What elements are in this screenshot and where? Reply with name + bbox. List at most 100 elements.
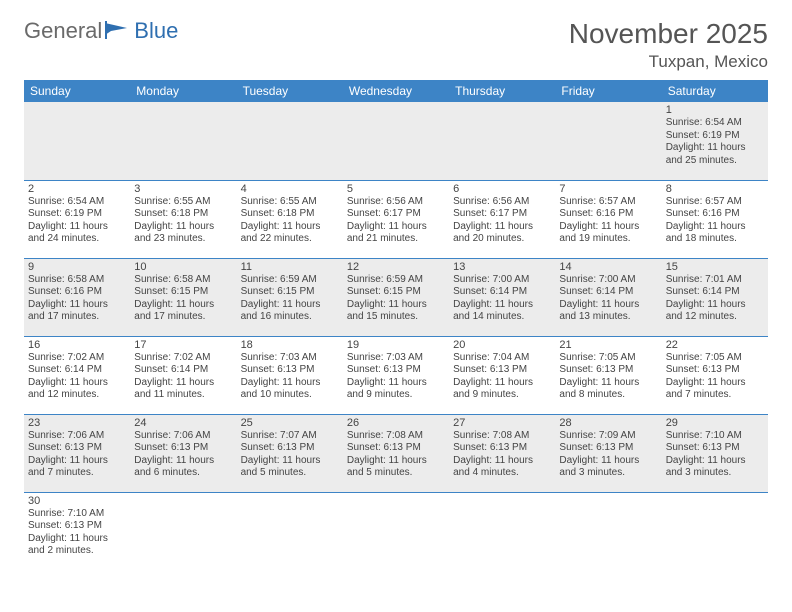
day-info: Sunrise: 7:00 AMSunset: 6:14 PMDaylight:… <box>453 274 551 324</box>
sunrise-text: Sunrise: 6:56 AM <box>347 196 445 209</box>
location: Tuxpan, Mexico <box>569 52 768 72</box>
daylight-text: Daylight: 11 hours and 21 minutes. <box>347 221 445 246</box>
month-title: November 2025 <box>569 18 768 50</box>
sunset-text: Sunset: 6:13 PM <box>453 364 551 377</box>
day-cell: 18Sunrise: 7:03 AMSunset: 6:13 PMDayligh… <box>237 336 343 414</box>
day-cell <box>130 492 236 570</box>
day-cell <box>130 102 236 180</box>
day-number: 18 <box>241 339 339 351</box>
dh-fri: Friday <box>555 80 661 102</box>
daylight-text: Daylight: 11 hours and 9 minutes. <box>347 377 445 402</box>
day-number: 6 <box>453 183 551 195</box>
sunset-text: Sunset: 6:19 PM <box>28 208 126 221</box>
sunrise-text: Sunrise: 7:10 AM <box>666 430 764 443</box>
day-cell: 1Sunrise: 6:54 AMSunset: 6:19 PMDaylight… <box>662 102 768 180</box>
day-cell: 16Sunrise: 7:02 AMSunset: 6:14 PMDayligh… <box>24 336 130 414</box>
sunrise-text: Sunrise: 6:57 AM <box>559 196 657 209</box>
day-number: 26 <box>347 417 445 429</box>
day-cell <box>24 102 130 180</box>
day-number: 1 <box>666 104 764 116</box>
day-cell <box>662 492 768 570</box>
day-cell: 15Sunrise: 7:01 AMSunset: 6:14 PMDayligh… <box>662 258 768 336</box>
dh-mon: Monday <box>130 80 236 102</box>
day-cell: 12Sunrise: 6:59 AMSunset: 6:15 PMDayligh… <box>343 258 449 336</box>
sunrise-text: Sunrise: 6:58 AM <box>28 274 126 287</box>
sunrise-text: Sunrise: 6:56 AM <box>453 196 551 209</box>
day-cell <box>343 102 449 180</box>
day-number: 23 <box>28 417 126 429</box>
daylight-text: Daylight: 11 hours and 19 minutes. <box>559 221 657 246</box>
day-number: 21 <box>559 339 657 351</box>
sunset-text: Sunset: 6:13 PM <box>241 364 339 377</box>
day-cell: 17Sunrise: 7:02 AMSunset: 6:14 PMDayligh… <box>130 336 236 414</box>
day-info: Sunrise: 7:08 AMSunset: 6:13 PMDaylight:… <box>347 430 445 480</box>
day-cell: 4Sunrise: 6:55 AMSunset: 6:18 PMDaylight… <box>237 180 343 258</box>
sunrise-text: Sunrise: 7:00 AM <box>453 274 551 287</box>
day-number: 14 <box>559 261 657 273</box>
day-info: Sunrise: 6:54 AMSunset: 6:19 PMDaylight:… <box>666 117 764 167</box>
day-number: 27 <box>453 417 551 429</box>
week-row: 23Sunrise: 7:06 AMSunset: 6:13 PMDayligh… <box>24 414 768 492</box>
sunrise-text: Sunrise: 7:02 AM <box>134 352 232 365</box>
sunrise-text: Sunrise: 6:55 AM <box>134 196 232 209</box>
sunset-text: Sunset: 6:16 PM <box>666 208 764 221</box>
logo-text-1: General <box>24 18 102 44</box>
day-cell: 28Sunrise: 7:09 AMSunset: 6:13 PMDayligh… <box>555 414 661 492</box>
day-info: Sunrise: 7:05 AMSunset: 6:13 PMDaylight:… <box>666 352 764 402</box>
daylight-text: Daylight: 11 hours and 24 minutes. <box>28 221 126 246</box>
day-number: 15 <box>666 261 764 273</box>
day-number: 11 <box>241 261 339 273</box>
sunrise-text: Sunrise: 7:02 AM <box>28 352 126 365</box>
daylight-text: Daylight: 11 hours and 9 minutes. <box>453 377 551 402</box>
daylight-text: Daylight: 11 hours and 4 minutes. <box>453 455 551 480</box>
daylight-text: Daylight: 11 hours and 10 minutes. <box>241 377 339 402</box>
sunrise-text: Sunrise: 6:59 AM <box>241 274 339 287</box>
daylight-text: Daylight: 11 hours and 3 minutes. <box>559 455 657 480</box>
daylight-text: Daylight: 11 hours and 12 minutes. <box>666 299 764 324</box>
sunset-text: Sunset: 6:14 PM <box>666 286 764 299</box>
week-row: 9Sunrise: 6:58 AMSunset: 6:16 PMDaylight… <box>24 258 768 336</box>
sunset-text: Sunset: 6:14 PM <box>559 286 657 299</box>
sunrise-text: Sunrise: 7:10 AM <box>28 508 126 521</box>
sunrise-text: Sunrise: 7:04 AM <box>453 352 551 365</box>
day-info: Sunrise: 7:03 AMSunset: 6:13 PMDaylight:… <box>347 352 445 402</box>
day-number: 13 <box>453 261 551 273</box>
day-info: Sunrise: 6:59 AMSunset: 6:15 PMDaylight:… <box>241 274 339 324</box>
daylight-text: Daylight: 11 hours and 13 minutes. <box>559 299 657 324</box>
daylight-text: Daylight: 11 hours and 18 minutes. <box>666 221 764 246</box>
title-block: November 2025 Tuxpan, Mexico <box>569 18 768 72</box>
day-cell: 21Sunrise: 7:05 AMSunset: 6:13 PMDayligh… <box>555 336 661 414</box>
day-number: 28 <box>559 417 657 429</box>
daylight-text: Daylight: 11 hours and 5 minutes. <box>347 455 445 480</box>
sunrise-text: Sunrise: 7:06 AM <box>28 430 126 443</box>
day-cell: 6Sunrise: 6:56 AMSunset: 6:17 PMDaylight… <box>449 180 555 258</box>
day-cell <box>449 492 555 570</box>
day-number: 10 <box>134 261 232 273</box>
week-row: 2Sunrise: 6:54 AMSunset: 6:19 PMDaylight… <box>24 180 768 258</box>
day-number: 19 <box>347 339 445 351</box>
sunrise-text: Sunrise: 6:54 AM <box>28 196 126 209</box>
sunrise-text: Sunrise: 7:08 AM <box>347 430 445 443</box>
day-cell: 14Sunrise: 7:00 AMSunset: 6:14 PMDayligh… <box>555 258 661 336</box>
day-info: Sunrise: 6:57 AMSunset: 6:16 PMDaylight:… <box>559 196 657 246</box>
day-number: 8 <box>666 183 764 195</box>
day-number: 16 <box>28 339 126 351</box>
day-info: Sunrise: 7:03 AMSunset: 6:13 PMDaylight:… <box>241 352 339 402</box>
sunset-text: Sunset: 6:18 PM <box>241 208 339 221</box>
daylight-text: Daylight: 11 hours and 16 minutes. <box>241 299 339 324</box>
day-cell: 24Sunrise: 7:06 AMSunset: 6:13 PMDayligh… <box>130 414 236 492</box>
day-number: 25 <box>241 417 339 429</box>
dh-sun: Sunday <box>24 80 130 102</box>
daylight-text: Daylight: 11 hours and 6 minutes. <box>134 455 232 480</box>
day-cell: 29Sunrise: 7:10 AMSunset: 6:13 PMDayligh… <box>662 414 768 492</box>
day-cell: 10Sunrise: 6:58 AMSunset: 6:15 PMDayligh… <box>130 258 236 336</box>
day-info: Sunrise: 7:06 AMSunset: 6:13 PMDaylight:… <box>134 430 232 480</box>
daylight-text: Daylight: 11 hours and 17 minutes. <box>134 299 232 324</box>
sunrise-text: Sunrise: 7:09 AM <box>559 430 657 443</box>
daylight-text: Daylight: 11 hours and 12 minutes. <box>28 377 126 402</box>
sunset-text: Sunset: 6:19 PM <box>666 130 764 143</box>
dh-tue: Tuesday <box>237 80 343 102</box>
sunset-text: Sunset: 6:13 PM <box>453 442 551 455</box>
sunset-text: Sunset: 6:13 PM <box>666 364 764 377</box>
day-cell: 22Sunrise: 7:05 AMSunset: 6:13 PMDayligh… <box>662 336 768 414</box>
